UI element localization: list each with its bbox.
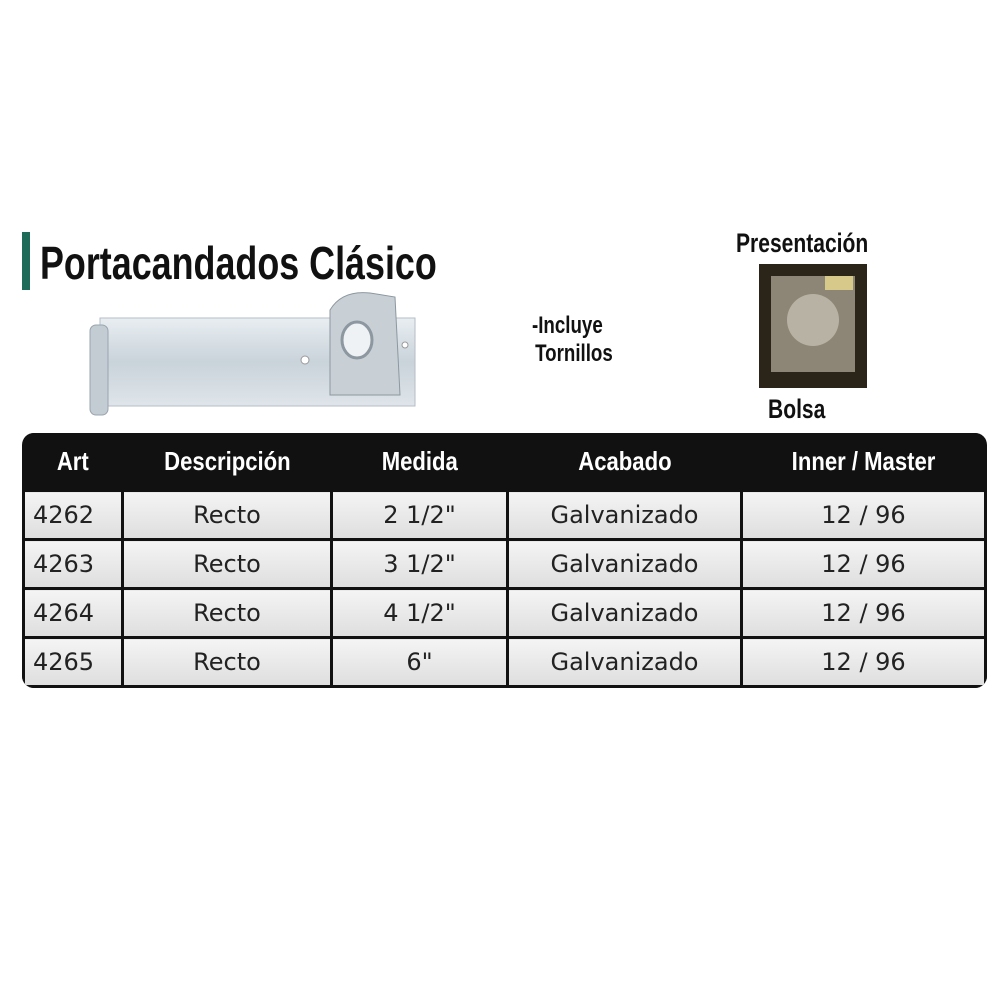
cell-inner-master: 12 / 96: [740, 489, 987, 541]
cell-art: 4262: [22, 489, 124, 541]
header-inner-master: Inner / Master: [741, 433, 986, 491]
presentation-label: Presentación: [736, 228, 869, 258]
cell-descripcion: Recto: [121, 587, 333, 639]
cell-descripcion: Recto: [121, 538, 333, 590]
table-row: 4263 Recto 3 1/2" Galvanizado 12 / 96: [22, 538, 987, 590]
cell-medida: 3 1/2": [330, 538, 509, 590]
page-title: Portacandados Clásico: [40, 237, 437, 289]
note-line: -Incluye: [532, 312, 603, 339]
header-art: Art: [23, 433, 123, 491]
cell-acabado: Galvanizado: [506, 587, 743, 639]
cell-medida: 6": [330, 636, 509, 688]
cell-inner-master: 12 / 96: [740, 636, 987, 688]
header-medida: Medida: [331, 433, 508, 491]
header-descripcion: Descripción: [122, 433, 332, 491]
bag-package-image: [759, 264, 867, 388]
table-row: 4265 Recto 6" Galvanizado 12 / 96: [22, 636, 987, 688]
table-header-row: Art Descripción Medida Acabado Inner / M…: [23, 433, 986, 491]
cell-acabado: Galvanizado: [506, 489, 743, 541]
cell-art: 4265: [22, 636, 124, 688]
table-row: 4264 Recto 4 1/2" Galvanizado 12 / 96: [22, 587, 987, 639]
cell-descripcion: Recto: [121, 636, 333, 688]
presentation-type: Bolsa: [768, 394, 826, 424]
cell-descripcion: Recto: [121, 489, 333, 541]
cell-medida: 2 1/2": [330, 489, 509, 541]
cell-inner-master: 12 / 96: [740, 587, 987, 639]
cell-inner-master: 12 / 96: [740, 538, 987, 590]
cell-acabado: Galvanizado: [506, 636, 743, 688]
cell-art: 4264: [22, 587, 124, 639]
note-line: Tornillos: [535, 340, 613, 367]
table-row: 4262 Recto 2 1/2" Galvanizado 12 / 96: [22, 489, 987, 541]
title-accent-bar: [22, 232, 30, 290]
product-table: Art Descripción Medida Acabado Inner / M…: [22, 433, 987, 688]
includes-screws-note: -Incluye Tornillos: [532, 312, 613, 368]
cell-art: 4263: [22, 538, 124, 590]
cell-medida: 4 1/2": [330, 587, 509, 639]
header-acabado: Acabado: [507, 433, 742, 491]
hasp-product-image: [89, 292, 416, 416]
cell-acabado: Galvanizado: [506, 538, 743, 590]
